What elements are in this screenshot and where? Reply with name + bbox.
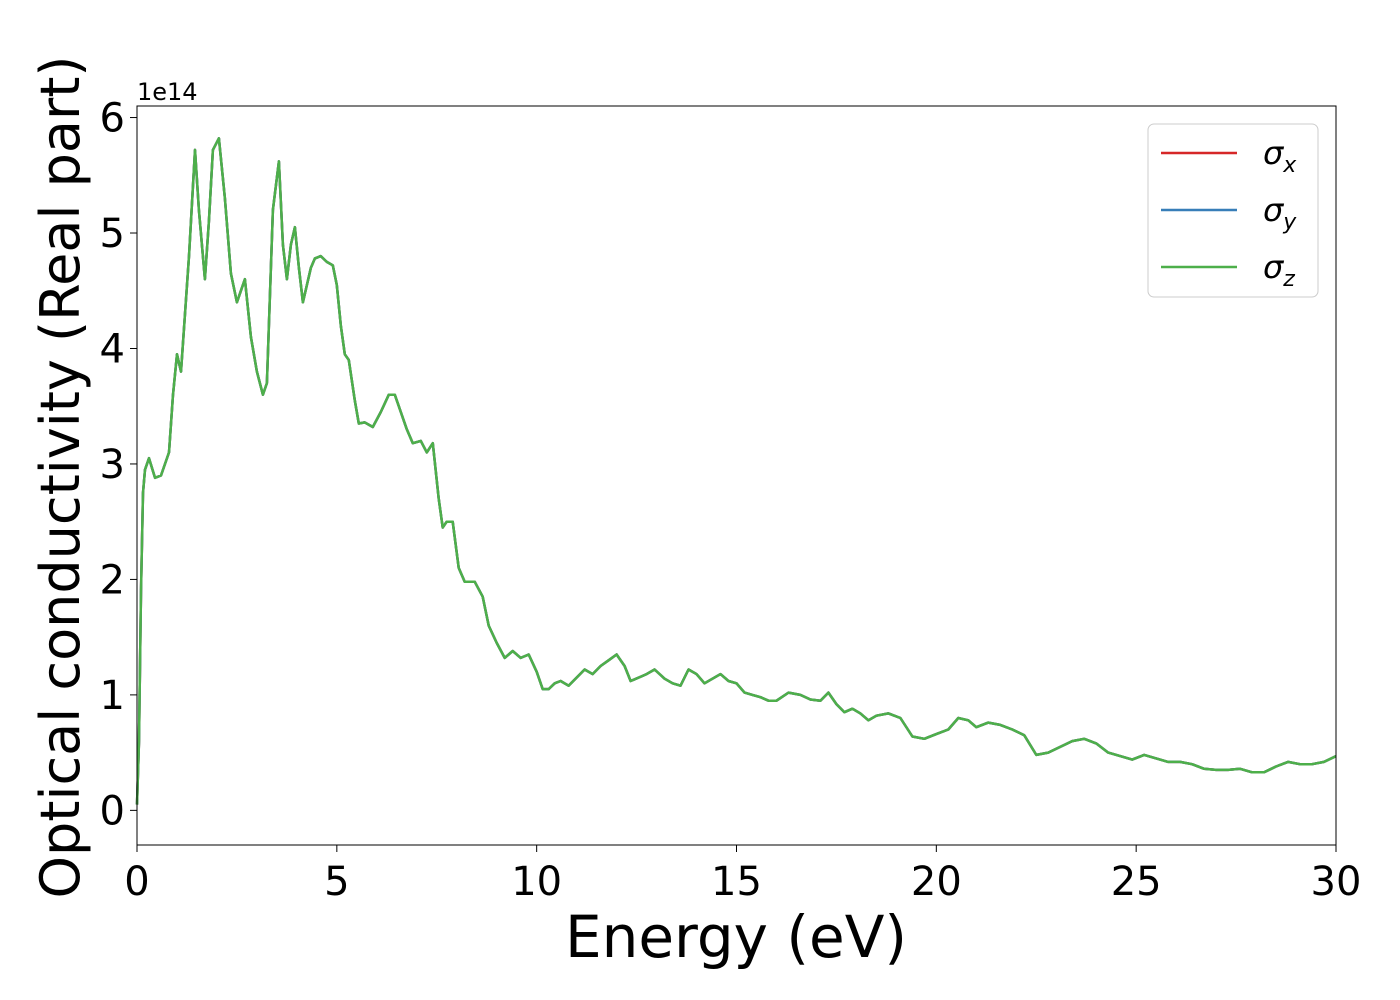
legend-label-2: σz [1263, 248, 1295, 292]
x-axis-ticks: 0 5 10 15 20 25 30 [124, 845, 1361, 905]
x-tick-label: 0 [124, 859, 149, 905]
legend-label-1: σy [1263, 191, 1297, 235]
y-tick-label: 1 [100, 673, 125, 719]
x-axis-label: Energy (eV) [565, 903, 907, 971]
y-tick-label: 0 [100, 788, 125, 834]
x-tick-label: 5 [324, 859, 349, 905]
series-lines [135, 137, 1337, 805]
x-tick-label: 30 [1311, 859, 1362, 905]
y-tick-label: 5 [100, 211, 125, 257]
y-tick-label: 6 [100, 96, 125, 142]
series-line-2 [135, 137, 1337, 805]
y-tick-label: 2 [100, 557, 125, 603]
x-tick-label: 10 [511, 859, 562, 905]
x-tick-label: 20 [911, 859, 962, 905]
y-axis-label: Optical conductivity (Real part) [29, 56, 92, 899]
legend-label-0: σx [1263, 134, 1297, 178]
legend: σx σy σz [1147, 123, 1319, 298]
y-tick-label: 3 [100, 442, 125, 488]
x-tick-label: 25 [1111, 859, 1162, 905]
y-offset-label: 1e14 [137, 78, 198, 106]
y-axis-ticks: 0 1 2 3 4 5 6 [100, 96, 137, 834]
y-tick-label: 4 [100, 326, 125, 372]
x-tick-label: 15 [711, 859, 762, 905]
